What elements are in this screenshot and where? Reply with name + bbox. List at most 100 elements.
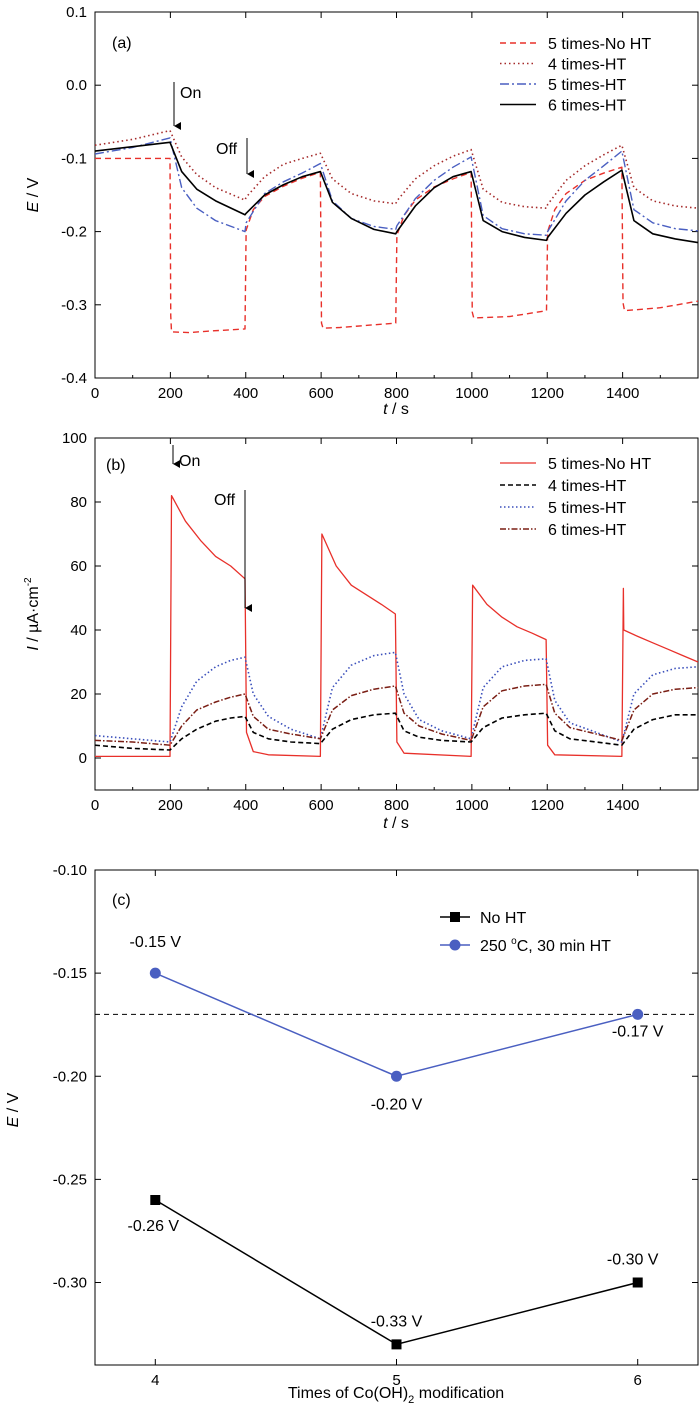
data-point — [149, 967, 161, 979]
data-point — [391, 1070, 402, 1082]
series-line — [95, 129, 698, 209]
x-tick-label: 1400 — [606, 797, 639, 814]
legend-label: 4 times-HT — [548, 57, 626, 74]
x-tick-label: 4 — [151, 1372, 159, 1389]
x-tick-label: 600 — [309, 797, 334, 814]
panel-label: (a) — [112, 35, 132, 52]
data-point — [632, 1008, 644, 1020]
legend: 5 times-No HT 4 times-HT 5 times-HT 6 times… — [500, 456, 651, 539]
panel-label: (b) — [106, 457, 126, 474]
annotations: On Off — [172, 445, 252, 612]
legend: No HT 250 oC, 30 min HT — [440, 910, 611, 955]
y-axis-label: I / µA·cm-2 — [23, 577, 42, 651]
chart-panel-b: (b) 0 200 400 600 800 1000 1200 1400 1008060402… — [23, 430, 699, 832]
annotation-label: On — [180, 85, 201, 102]
legend-label: 250 oC, 30 min HT — [480, 936, 611, 955]
chart-panel-a: (a) 0 200 400 600 800 1000 1200 1400 0.1 0.0 -0.1… — [25, 4, 699, 418]
annotation-label: On — [179, 453, 200, 470]
x-axis-ticks: 0 200 400 600 800 1000 1200 1400 — [91, 438, 661, 814]
chart-panel-c: (c) 4 5 6 -0.10 -0.15 -0.20 -0.25 -0.30 -0.26 … — [5, 862, 699, 1405]
x-tick-label: 0 — [91, 797, 99, 814]
y-tick-label: -0.30 — [53, 1275, 87, 1292]
annotations: On Off — [173, 82, 254, 178]
x-tick-label: 5 — [392, 1372, 400, 1389]
annotation-label: Off — [214, 492, 236, 509]
data-label: -0.15 V — [130, 934, 182, 951]
legend-label: 5 times-HT — [548, 500, 626, 517]
series-line — [95, 141, 698, 244]
x-tick-label: 600 — [309, 385, 334, 402]
legend-label: 5 times-No HT — [548, 36, 651, 53]
y-axis-label: E / V — [25, 177, 42, 212]
y-axis-label: E / V — [5, 1092, 22, 1127]
y-tick-label: 100 — [62, 430, 87, 447]
y-tick-label: -0.3 — [61, 297, 87, 314]
y-tick-label: 60 — [70, 558, 87, 575]
data-point — [632, 1277, 643, 1288]
y-axis-ticks: -0.10 -0.15 -0.20 -0.25 -0.30 — [53, 862, 698, 1292]
legend-label: 5 times-No HT — [548, 456, 651, 473]
panel-label: (c) — [112, 892, 131, 909]
series-line — [95, 683, 698, 746]
x-tick-label: 1200 — [531, 385, 564, 402]
x-tick-label: 800 — [384, 385, 409, 402]
data-label: -0.33 V — [371, 1313, 423, 1330]
data-label: -0.17 V — [612, 1023, 664, 1040]
x-tick-label: 1200 — [531, 797, 564, 814]
plot-area — [95, 129, 698, 334]
y-tick-label: 40 — [70, 622, 87, 639]
data-point — [150, 1195, 161, 1205]
x-axis-ticks: 4 5 6 — [151, 870, 642, 1389]
y-tick-label: 0.1 — [66, 4, 87, 21]
x-axis-label: t / s — [383, 401, 409, 418]
y-tick-label: 0.0 — [66, 77, 87, 94]
y-tick-label: -0.15 — [53, 965, 87, 982]
plot-area: -0.26 V -0.33 V -0.30 V -0.15 V -0.20 V -0.17… — [128, 934, 664, 1350]
y-tick-label: -0.1 — [61, 150, 87, 167]
legend-marker — [449, 939, 461, 951]
legend-marker — [450, 912, 460, 922]
x-tick-label: 200 — [158, 385, 183, 402]
legend-label: 4 times-HT — [548, 478, 626, 495]
x-tick-label: 400 — [233, 385, 258, 402]
legend-label: No HT — [480, 910, 526, 927]
series-line — [155, 972, 638, 1078]
x-axis-label: t / s — [383, 815, 409, 832]
series-line — [95, 651, 698, 743]
y-tick-label: -0.4 — [61, 370, 87, 387]
x-tick-label: 0 — [91, 385, 99, 402]
series-line — [95, 137, 698, 236]
data-point — [391, 1339, 402, 1350]
x-axis-ticks: 0 200 400 600 800 1000 1200 1400 — [91, 12, 661, 402]
series-line — [95, 157, 698, 334]
x-tick-label: 1000 — [455, 385, 488, 402]
annotation-label: Off — [216, 141, 238, 158]
y-tick-label: -0.2 — [61, 224, 87, 241]
series-line — [95, 712, 698, 751]
x-tick-label: 200 — [158, 797, 183, 814]
legend-label: 5 times-HT — [548, 77, 626, 94]
y-tick-label: 80 — [70, 494, 87, 511]
data-label: -0.20 V — [371, 1096, 423, 1113]
series-line — [95, 494, 698, 758]
y-axis-ticks: 100 80 60 40 20 0 — [62, 430, 698, 767]
y-tick-label: 0 — [79, 750, 87, 767]
data-label: -0.26 V — [128, 1218, 180, 1235]
legend: 5 times-No HT 4 times-HT 5 times-HT 6 times… — [500, 36, 651, 115]
x-tick-label: 1000 — [455, 797, 488, 814]
x-tick-label: 400 — [233, 797, 258, 814]
y-tick-label: -0.25 — [53, 1171, 87, 1188]
y-axis-ticks: 0.1 0.0 -0.1 -0.2 -0.3 -0.4 — [61, 4, 698, 387]
legend-label: 6 times-HT — [548, 522, 626, 539]
y-tick-label: -0.20 — [53, 1068, 87, 1085]
plot-area — [95, 494, 698, 758]
y-tick-label: 20 — [70, 686, 87, 703]
x-tick-label: 800 — [384, 797, 409, 814]
y-tick-label: -0.10 — [53, 862, 87, 879]
data-label: -0.30 V — [607, 1252, 659, 1269]
x-tick-label: 6 — [634, 1372, 642, 1389]
x-axis-label: Times of Co(OH)2 modification — [288, 1385, 504, 1405]
x-tick-label: 1400 — [606, 385, 639, 402]
legend-label: 6 times-HT — [548, 98, 626, 115]
